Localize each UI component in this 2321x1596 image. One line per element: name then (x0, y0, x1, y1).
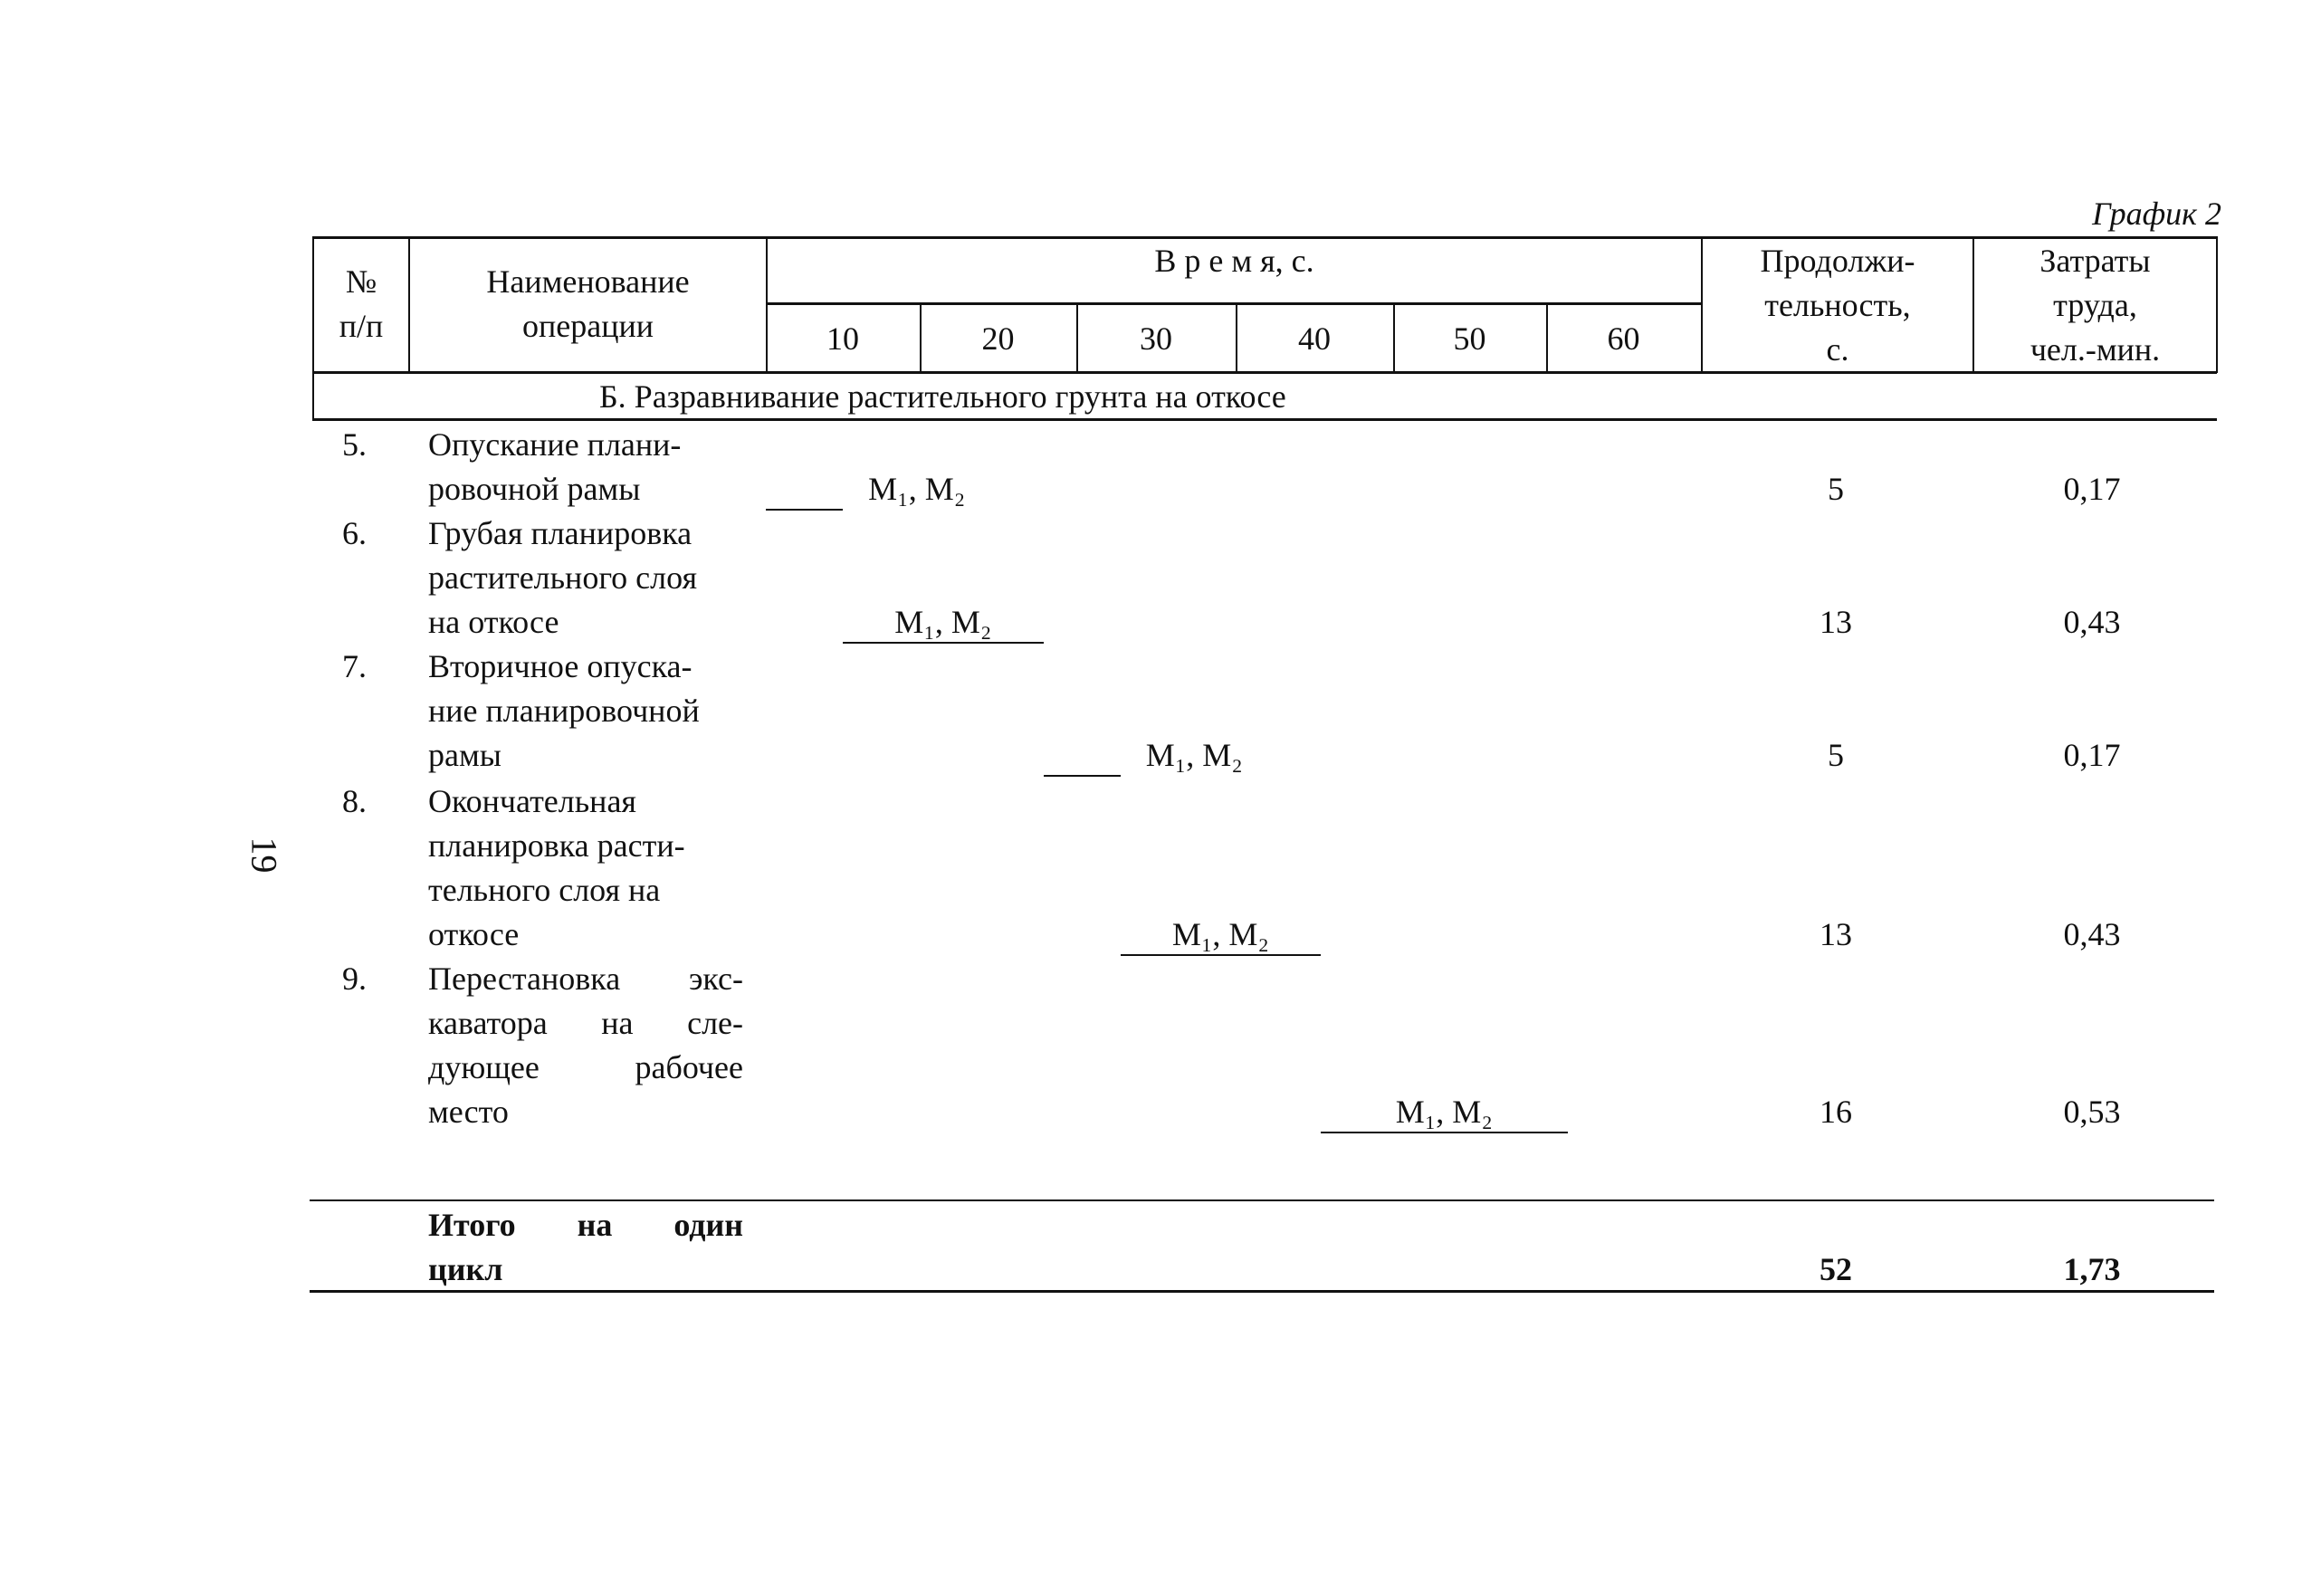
duration-value: 13 (1820, 604, 1852, 640)
duration-value: 13 (1820, 916, 1852, 952)
header-name: Наименование операции (486, 263, 690, 344)
time-tick: 30 (1140, 320, 1172, 357)
labor-value: 0,17 (2063, 737, 2121, 773)
gantt-bar-label: М₁, М₂ (894, 604, 992, 640)
labor-value: 0,43 (2063, 604, 2121, 640)
total-label: Итого на один цикл (428, 1207, 743, 1287)
graph-label: График 2 (2092, 196, 2221, 232)
labor-value: 0,53 (2063, 1094, 2121, 1130)
section-title: Б. Разравнивание растительного грунта на… (599, 378, 1286, 415)
time-tick: 60 (1607, 320, 1640, 357)
gantt-bar-label: М₁, М₂ (1395, 1094, 1493, 1130)
duration-value: 5 (1828, 471, 1844, 507)
gantt-bar (843, 642, 1044, 644)
operation-name: Грубая планировка растительного слоя на от… (428, 515, 697, 640)
gantt-bar-label: М₁, М₂ (868, 471, 966, 507)
time-tick: 40 (1298, 320, 1331, 357)
total-labor: 1,73 (2063, 1251, 2121, 1287)
operation-name: Перестановка экс-каватора на сле-дующее … (428, 960, 743, 1130)
gantt-bar (1120, 954, 1322, 956)
row-number: 5. (342, 426, 367, 463)
total-duration: 52 (1820, 1251, 1852, 1287)
operation-name: Опускание плани-ровочной рамы (428, 426, 682, 507)
time-tick: 10 (826, 320, 859, 357)
operation-name: Окончательная планировка расти-тельного с… (428, 783, 685, 952)
gantt-bar (1321, 1132, 1568, 1133)
header-duration: Продолжи-тельность, с. (1760, 243, 1915, 368)
duration-value: 16 (1820, 1094, 1852, 1130)
row-number: 7. (342, 648, 367, 684)
row-number: 8. (342, 783, 367, 819)
gantt-bar-label: М₁, М₂ (1145, 737, 1243, 773)
gantt-bar (1043, 775, 1121, 777)
header-labor: Затраты труда, чел.-мин. (2030, 243, 2161, 368)
time-tick: 20 (981, 320, 1015, 357)
row-number: 6. (342, 515, 367, 551)
header-num: № п/п (339, 263, 384, 344)
row-number: 9. (342, 960, 367, 997)
duration-value: 5 (1828, 737, 1844, 773)
gantt-bar-label: М₁, М₂ (1171, 916, 1269, 952)
header-time: В р е м я, с. (1154, 243, 1314, 279)
page-number: 19 (244, 836, 285, 874)
operation-name: Вторичное опуска-ние планировочной рамы (428, 648, 700, 773)
time-tick: 50 (1453, 320, 1486, 357)
gantt-bar (766, 509, 844, 511)
labor-value: 0,43 (2063, 916, 2121, 952)
labor-value: 0,17 (2063, 471, 2121, 507)
